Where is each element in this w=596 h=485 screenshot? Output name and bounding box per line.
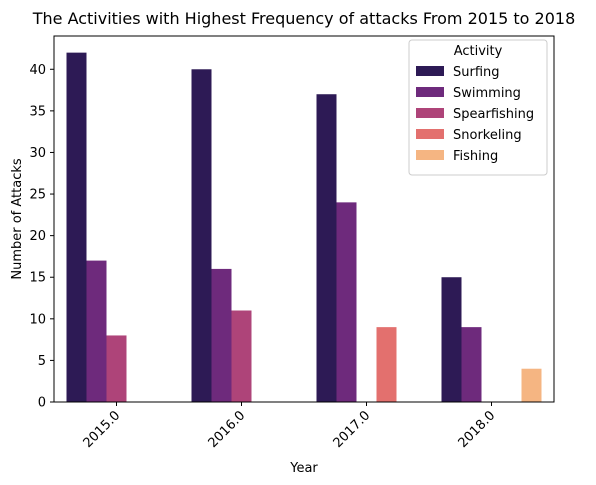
bar-swimming-2017.0 (336, 202, 357, 402)
bar-surfing-2015.0 (66, 52, 87, 403)
y-tick-label: 5 (38, 354, 46, 369)
bar-snorkeling-2017.0 (376, 327, 397, 402)
legend-swatch-fishing (416, 150, 444, 160)
bar-surfing-2018.0 (441, 277, 462, 402)
y-tick-label: 10 (29, 312, 46, 327)
legend-title: Activity (454, 44, 503, 59)
y-axis: 0 5 10 15 20 25 30 35 40 (29, 63, 54, 411)
y-tick-label: 15 (29, 271, 46, 286)
legend-swatch-surfing (416, 66, 444, 76)
y-axis-label: Number of Attacks (10, 158, 25, 280)
y-tick-label: 20 (29, 229, 46, 244)
bar-swimming-2018.0 (461, 327, 482, 402)
plot-frame (53, 35, 555, 403)
bars-group (66, 52, 542, 403)
legend-label-spearfishing: Spearfishing (453, 107, 534, 122)
y-tick-label: 40 (29, 63, 46, 78)
y-tick-label: 25 (29, 188, 46, 203)
bar-swimming-2015.0 (86, 260, 107, 402)
legend-swatch-snorkeling (416, 129, 444, 139)
x-tick-label: 2018.0 (456, 408, 499, 451)
legend-label-fishing: Fishing (453, 149, 498, 164)
x-tick-label: 2017.0 (331, 408, 374, 451)
legend-label-surfing: Surfing (453, 65, 500, 80)
y-tick-label: 30 (29, 146, 46, 161)
y-tick-label: 35 (29, 104, 46, 119)
chart-title: The Activities with Highest Frequency of… (32, 9, 576, 28)
legend-label-swimming: Swimming (453, 86, 521, 101)
x-axis: 2015.0 2016.0 2017.0 2018.0 (81, 402, 499, 451)
bar-swimming-2016.0 (211, 268, 232, 402)
legend-swatch-swimming (416, 87, 444, 97)
x-axis-label: Year (289, 461, 318, 476)
bar-surfing-2017.0 (316, 94, 337, 403)
bar-surfing-2016.0 (191, 69, 212, 402)
x-tick-label: 2015.0 (81, 408, 124, 451)
x-tick-label: 2016.0 (206, 408, 249, 451)
bar-fishing-2018.0 (521, 368, 542, 402)
bar-spearfishing-2015.0 (106, 335, 127, 402)
bar-spearfishing-2016.0 (231, 310, 252, 402)
legend: Activity Surfing Swimming Spearfishing Snork… (408, 39, 548, 176)
legend-label-snorkeling: Snorkeling (453, 128, 522, 143)
legend-swatch-spearfishing (416, 108, 444, 118)
y-tick-label: 0 (38, 396, 46, 411)
